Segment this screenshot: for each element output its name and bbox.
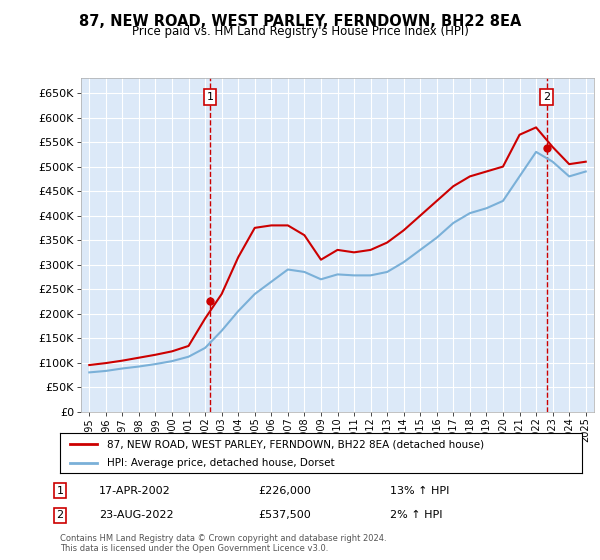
Text: 13% ↑ HPI: 13% ↑ HPI — [390, 486, 449, 496]
Text: Contains HM Land Registry data © Crown copyright and database right 2024.
This d: Contains HM Land Registry data © Crown c… — [60, 534, 386, 553]
Text: £226,000: £226,000 — [258, 486, 311, 496]
Text: 1: 1 — [206, 92, 214, 102]
Text: Price paid vs. HM Land Registry's House Price Index (HPI): Price paid vs. HM Land Registry's House … — [131, 25, 469, 38]
Text: HPI: Average price, detached house, Dorset: HPI: Average price, detached house, Dors… — [107, 458, 335, 468]
Text: 17-APR-2002: 17-APR-2002 — [99, 486, 171, 496]
Text: 87, NEW ROAD, WEST PARLEY, FERNDOWN, BH22 8EA (detached house): 87, NEW ROAD, WEST PARLEY, FERNDOWN, BH2… — [107, 439, 484, 449]
Text: 87, NEW ROAD, WEST PARLEY, FERNDOWN, BH22 8EA: 87, NEW ROAD, WEST PARLEY, FERNDOWN, BH2… — [79, 14, 521, 29]
Text: £537,500: £537,500 — [258, 510, 311, 520]
Text: 2: 2 — [56, 510, 64, 520]
Text: 1: 1 — [56, 486, 64, 496]
Text: 23-AUG-2022: 23-AUG-2022 — [99, 510, 173, 520]
Text: 2% ↑ HPI: 2% ↑ HPI — [390, 510, 443, 520]
Text: 2: 2 — [543, 92, 550, 102]
